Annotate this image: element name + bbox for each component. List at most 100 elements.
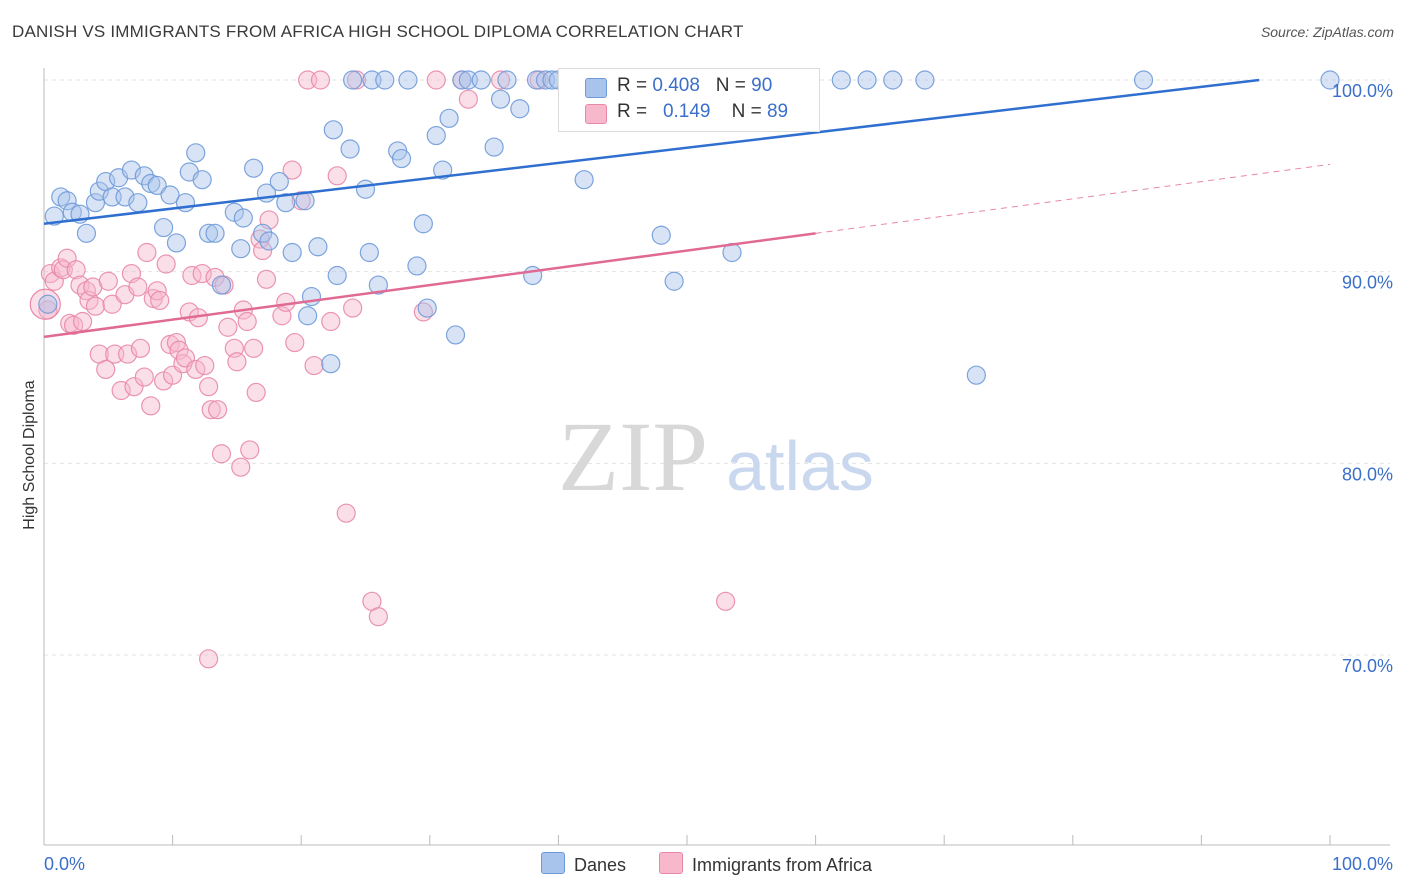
data-point xyxy=(256,269,277,289)
legend-swatch-africa xyxy=(659,852,683,874)
data-point xyxy=(244,338,264,358)
data-point xyxy=(128,193,148,213)
tick-labels: 70.0% 80.0% 90.0% 100.0% 0.0% 100.0% xyxy=(44,81,1393,874)
data-point xyxy=(355,179,376,199)
data-point xyxy=(1133,70,1154,90)
data-point xyxy=(211,444,232,464)
legend-n-value: 90 xyxy=(751,75,773,96)
data-point xyxy=(259,231,279,251)
data-point xyxy=(205,223,225,243)
data-point xyxy=(426,70,446,90)
data-point xyxy=(391,148,412,169)
data-point xyxy=(199,377,219,397)
trend-line-extension xyxy=(815,163,1331,234)
legend-item-danes[interactable]: Danes xyxy=(541,852,626,876)
trend-lines xyxy=(43,78,1331,339)
data-point xyxy=(38,294,58,314)
legend-label-danes: Danes xyxy=(574,855,627,875)
data-point xyxy=(253,240,273,261)
data-point xyxy=(237,311,257,332)
data-point xyxy=(831,70,851,90)
data-point xyxy=(368,607,388,627)
data-point xyxy=(883,70,903,90)
data-point xyxy=(269,171,289,192)
data-point xyxy=(166,233,187,253)
data-point xyxy=(150,290,170,311)
legend-item-africa[interactable]: Immigrants from Africa xyxy=(659,852,872,876)
axes xyxy=(43,68,1390,846)
data-point xyxy=(321,354,341,374)
data-point xyxy=(98,271,118,291)
data-point xyxy=(208,400,228,420)
legend-swatch-danes xyxy=(541,852,565,874)
data-point xyxy=(368,275,388,295)
data-point xyxy=(417,298,437,318)
data-point xyxy=(153,217,174,238)
legend-swatch-africa xyxy=(585,104,607,124)
data-point xyxy=(651,225,671,245)
data-point xyxy=(445,325,466,345)
data-point xyxy=(413,302,433,322)
chart-title: DANISH VS IMMIGRANTS FROM AFRICA HIGH SC… xyxy=(12,22,744,41)
data-point xyxy=(340,139,360,159)
data-point xyxy=(156,254,176,274)
data-point xyxy=(439,108,459,128)
data-point xyxy=(343,298,363,318)
legend-r-label: R = xyxy=(617,75,653,96)
y-tick-label: 90.0% xyxy=(1342,273,1393,293)
data-point xyxy=(96,359,116,380)
data-point xyxy=(327,265,347,286)
data-point xyxy=(231,239,251,259)
trend-line xyxy=(43,78,1260,225)
data-point xyxy=(85,193,106,213)
data-point xyxy=(857,70,877,90)
data-point xyxy=(244,158,264,178)
legend-swatch-danes xyxy=(585,78,607,98)
data-point xyxy=(323,120,343,140)
data-point xyxy=(130,338,151,358)
data-point xyxy=(359,242,379,263)
data-point xyxy=(310,70,331,90)
legend-r-value: 0.149 xyxy=(662,101,711,122)
data-point xyxy=(192,263,212,284)
data-point xyxy=(413,214,433,234)
data-point xyxy=(966,365,986,385)
data-point xyxy=(471,70,491,90)
data-point xyxy=(452,70,472,90)
watermark: ZIP atlas xyxy=(558,401,874,512)
data-point xyxy=(375,70,395,90)
data-point xyxy=(490,89,511,109)
y-tick-label: 70.0% xyxy=(1342,656,1393,676)
data-point xyxy=(72,311,93,332)
data-point xyxy=(227,352,247,372)
data-point xyxy=(484,137,504,157)
data-point xyxy=(298,306,318,326)
data-point xyxy=(147,175,167,196)
data-point xyxy=(304,355,324,376)
data-point xyxy=(218,317,238,337)
watermark-zip: ZIP xyxy=(558,401,708,512)
data-point xyxy=(398,70,418,90)
y-tick-label: 100.0% xyxy=(1332,81,1393,101)
x-tick-label: 100.0% xyxy=(1332,854,1393,874)
y-axis-title: High School Diploma xyxy=(21,380,38,530)
data-point xyxy=(233,208,253,228)
data-point xyxy=(66,260,86,280)
data-point xyxy=(76,223,97,243)
chart-source: Source: ZipAtlas.com xyxy=(1260,24,1394,40)
data-point xyxy=(85,296,106,316)
data-point xyxy=(664,271,684,291)
data-point xyxy=(134,367,154,387)
data-point xyxy=(308,237,328,257)
x-tick-label: 0.0% xyxy=(44,854,85,874)
data-point xyxy=(195,355,215,376)
series-legend: Danes Immigrants from Africa xyxy=(0,852,1406,878)
data-point xyxy=(44,206,64,226)
data-point xyxy=(201,400,221,420)
data-point xyxy=(141,396,161,416)
data-point xyxy=(137,242,157,263)
watermark-atlas: atlas xyxy=(726,427,874,505)
data-point xyxy=(336,503,356,523)
data-point xyxy=(1320,70,1340,90)
